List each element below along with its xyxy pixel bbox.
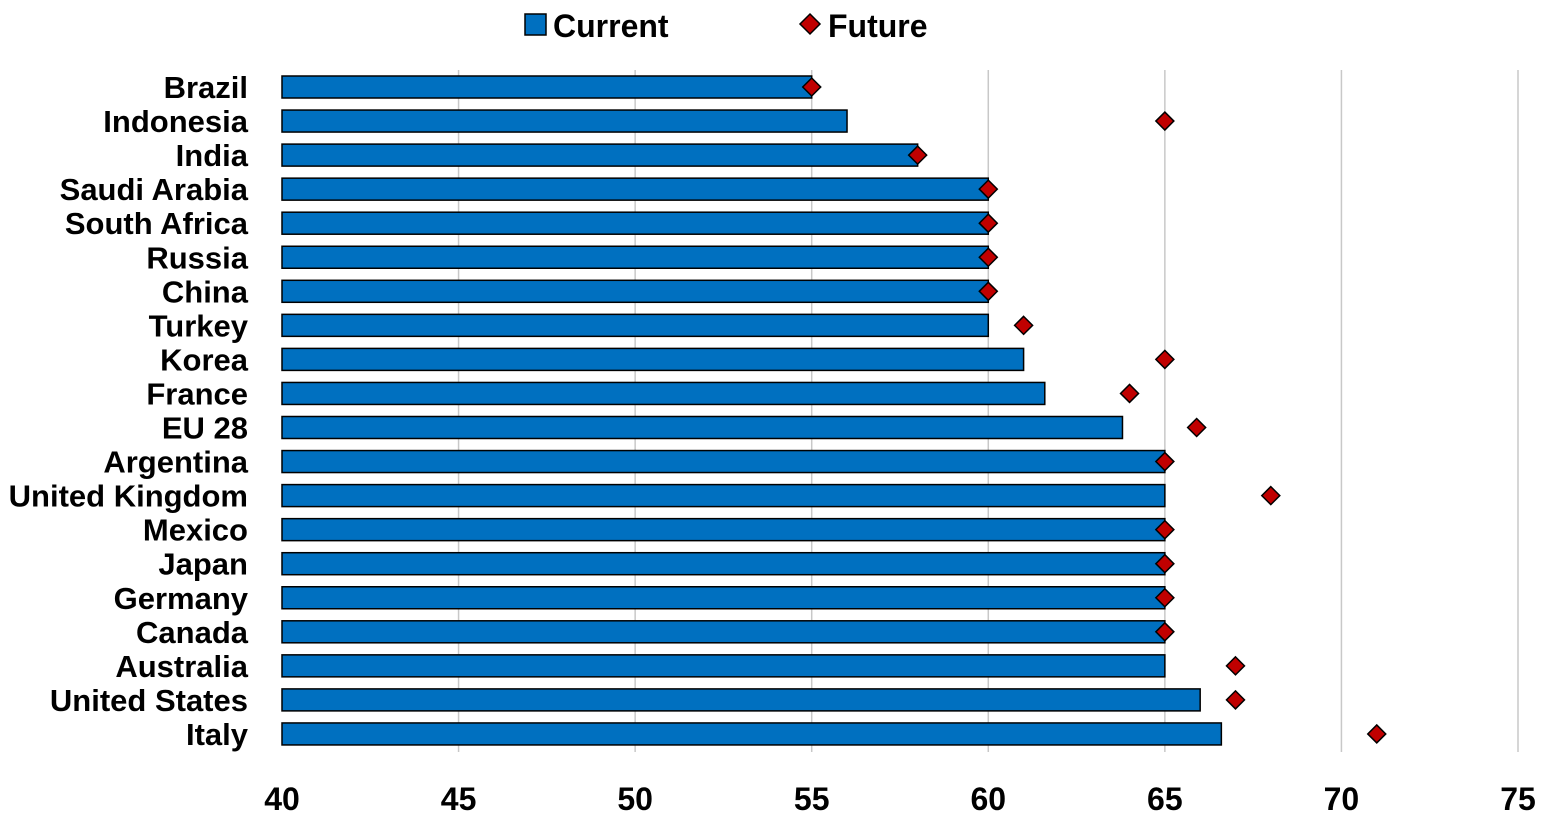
marker-indonesia — [1154, 110, 1175, 132]
category-label-eu-28: EU 28 — [162, 411, 248, 446]
bar-china — [281, 279, 990, 304]
category-label-japan: Japan — [158, 547, 248, 582]
marker-canada — [1154, 621, 1175, 642]
marker-brazil — [801, 76, 822, 98]
marker-argentina — [1154, 451, 1175, 472]
category-label-canada: Canada — [136, 615, 249, 650]
bar-france — [281, 381, 1046, 406]
category-label-united-kingdom: United Kingdom — [9, 479, 248, 514]
x-tick-label-50: 50 — [617, 781, 653, 814]
marker-japan — [1154, 553, 1175, 574]
category-label-france: France — [146, 376, 248, 411]
bar-india — [281, 143, 919, 167]
x-tick-label-40: 40 — [264, 781, 300, 814]
bar-indonesia — [281, 109, 848, 133]
bar-russia — [281, 245, 990, 269]
bars — [281, 75, 1223, 746]
x-axis-tick-labels: 40 45 50 55 60 65 70 75 — [264, 781, 1536, 814]
category-label-united-states: United States — [50, 683, 248, 718]
bar-germany — [281, 586, 1166, 610]
marker-united-states — [1225, 689, 1246, 710]
bar-saudi-arabia — [281, 177, 990, 201]
x-tick-label-65: 65 — [1147, 781, 1183, 814]
bar-australia — [281, 654, 1166, 678]
marker-russia — [978, 247, 999, 268]
legend-label-current: Current — [553, 8, 669, 44]
x-tick-label-70: 70 — [1324, 781, 1360, 814]
category-label-korea: Korea — [160, 342, 249, 377]
legend-label-future: Future — [828, 8, 928, 44]
category-label-india: India — [176, 138, 249, 173]
marker-turkey — [1013, 315, 1034, 336]
marker-south-africa — [978, 213, 999, 234]
category-label-germany: Germany — [114, 581, 249, 616]
legend-swatch-future — [798, 12, 822, 36]
marker-saudi-arabia — [978, 179, 999, 200]
marker-united-kingdom — [1260, 485, 1281, 506]
x-tick-label-60: 60 — [970, 781, 1006, 814]
category-label-indonesia: Indonesia — [103, 104, 248, 139]
category-label-italy: Italy — [186, 717, 249, 752]
marker-eu-28 — [1186, 417, 1207, 438]
marker-mexico — [1154, 519, 1175, 540]
category-label-argentina: Argentina — [103, 445, 248, 480]
marker-korea — [1154, 349, 1175, 370]
bar-canada — [281, 620, 1166, 644]
bar-united-kingdom — [281, 483, 1166, 508]
category-label-brazil: Brazil — [164, 70, 248, 105]
bar-korea — [281, 347, 1025, 372]
x-tick-label-55: 55 — [794, 781, 830, 814]
marker-france — [1119, 383, 1140, 404]
bar-turkey — [281, 313, 990, 338]
marker-india — [907, 145, 928, 166]
marker-germany — [1154, 587, 1175, 608]
marker-italy — [1366, 723, 1387, 745]
markers — [801, 76, 1387, 745]
bar-mexico — [281, 517, 1166, 542]
x-tick-label-75: 75 — [1500, 781, 1536, 814]
marker-china — [978, 281, 999, 302]
category-label-russia: Russia — [146, 240, 248, 275]
x-tick-label-45: 45 — [441, 781, 477, 814]
bar-south-africa — [281, 211, 990, 235]
bar-brazil — [281, 75, 813, 99]
category-label-australia: Australia — [115, 649, 248, 684]
marker-australia — [1225, 655, 1246, 676]
gridlines — [457, 70, 1519, 752]
bar-argentina — [281, 449, 1166, 474]
bar-united-states — [281, 688, 1201, 712]
category-label-saudi-arabia: Saudi Arabia — [60, 172, 249, 207]
legend-swatch-current — [524, 13, 547, 36]
bar-eu-28 — [281, 415, 1124, 440]
category-label-mexico: Mexico — [143, 513, 248, 548]
category-label-turkey: Turkey — [149, 308, 249, 343]
category-label-south-africa: South Africa — [65, 206, 249, 241]
bar-japan — [281, 551, 1166, 576]
category-label-china: China — [162, 274, 249, 309]
legend: Current Future — [524, 8, 928, 44]
bar-italy — [281, 722, 1223, 746]
